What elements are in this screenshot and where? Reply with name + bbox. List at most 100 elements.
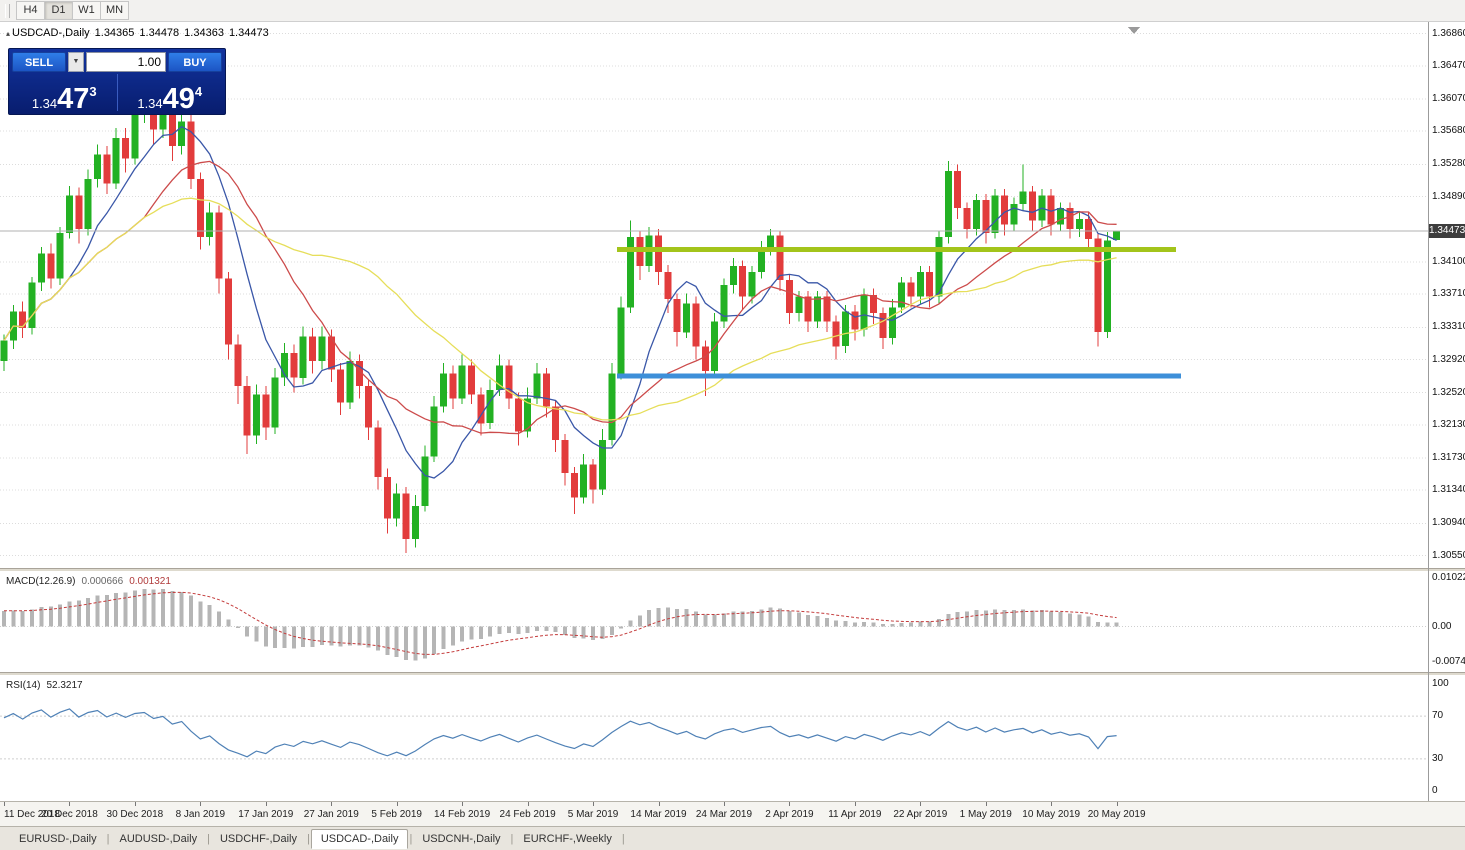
timeframe-button-w1[interactable]: W1: [73, 1, 101, 20]
date-axis[interactable]: 11 Dec 2018 20 Dec 2018 30 Dec 2018 8 Jan 2…: [0, 801, 1465, 826]
date-label: 14 Feb 2019: [434, 809, 491, 820]
date-tick: [658, 802, 660, 806]
moving-average-34: [3, 197, 1117, 421]
rsi-line: [3, 708, 1117, 758]
date-tick: [723, 802, 725, 806]
rsi-chart-canvas[interactable]: [0, 676, 1428, 801]
date-tick: [593, 802, 595, 806]
current-price-badge: 1.34473: [1429, 224, 1465, 239]
date-label: 20 Dec 2018: [41, 809, 98, 820]
timeframe-toolbar: H4 D1 W1 MN: [0, 0, 1465, 22]
buy-price-big: 49: [162, 83, 195, 115]
timeframe-button-d1[interactable]: D1: [45, 1, 73, 20]
volume-input[interactable]: [86, 52, 166, 72]
price-tick-label: 1.36070: [1432, 92, 1465, 104]
chart-tab-eurchf[interactable]: EURCHF-,Weekly: [523, 832, 612, 845]
timeframe-buttons: H4 D1 W1 MN: [16, 1, 129, 20]
rsi-value: 52.3217: [46, 680, 83, 691]
price-tick-label: 1.32520: [1432, 386, 1465, 398]
tab-divider: |: [621, 832, 625, 845]
date-label: 30 Dec 2018: [106, 809, 164, 820]
one-click-trading-widget: SELL ▼ BUY 1.34473 1.34494: [8, 48, 226, 115]
date-label: 5 Mar 2019: [567, 809, 619, 820]
chart-tab-audusd[interactable]: AUDUSD-,Daily: [119, 832, 198, 845]
buy-price-base: 1.34: [137, 96, 163, 111]
date-tick: [331, 802, 333, 806]
price-tick-label: 1.35280: [1432, 158, 1465, 170]
buy-price-button[interactable]: 1.34494: [118, 74, 223, 115]
date-label: 2 Apr 2019: [765, 809, 814, 820]
macd-tick-label: 0.00: [1432, 620, 1452, 632]
sell-price-button[interactable]: 1.34473: [12, 74, 118, 115]
rsi-pane[interactable]: RSI(14) 52.3217 100 70 30 0: [0, 676, 1465, 801]
ohlc-open: 1.34365: [94, 27, 135, 39]
macd-tick-label: 0.010229: [1432, 572, 1465, 583]
trade-prices-row: 1.34473 1.34494: [12, 74, 223, 115]
price-tick-label: 1.32130: [1432, 418, 1465, 430]
macd-label: MACD(12.26.9): [6, 576, 76, 587]
date-tick: [789, 802, 791, 806]
date-tick: [396, 802, 398, 806]
chart-tab-bar: EURUSD-,Daily | AUDUSD-,Daily | USDCHF-,Dail…: [0, 826, 1465, 850]
macd-header: MACD(12.26.9) 0.000666 0.001321: [6, 576, 177, 587]
price-tick-label: 1.32920: [1432, 353, 1465, 365]
sell-button[interactable]: SELL: [12, 52, 66, 72]
chart-ohlc-header: ▴ USDCAD-,Daily 1.34365 1.34478 1.34363 1.344…: [6, 27, 274, 39]
date-tick: [265, 802, 267, 806]
chart-symbol-label: USDCAD-,Daily: [12, 27, 90, 39]
toolbar-drag-handle[interactable]: [5, 3, 10, 18]
macd-histogram: [2, 588, 1119, 661]
date-label: 22 Apr 2019: [893, 809, 948, 820]
tab-divider: |: [510, 832, 514, 845]
pane-splitter[interactable]: [0, 568, 1465, 572]
timeframe-button-h4[interactable]: H4: [16, 1, 45, 20]
chart-tab-eurusd[interactable]: EURUSD-,Daily: [19, 832, 97, 845]
moving-average-16: [3, 160, 1117, 435]
sell-price-sup: 3: [89, 84, 97, 99]
buy-price-sup: 4: [194, 84, 203, 99]
date-tick: [200, 802, 202, 806]
volume-dropdown-button[interactable]: ▼: [68, 52, 84, 72]
pane-splitter[interactable]: [0, 672, 1465, 676]
price-tick-label: 1.36860: [1432, 27, 1465, 39]
price-tick-label: 1.34890: [1432, 190, 1465, 202]
price-chart-canvas[interactable]: [0, 22, 1428, 568]
date-label: 20 May 2019: [1087, 809, 1146, 820]
price-tick-label: 1.33310: [1432, 321, 1465, 333]
price-tick-label: 1.36470: [1432, 59, 1465, 71]
chart-tab-usdcnh[interactable]: USDCNH-,Daily: [422, 832, 501, 845]
chart-shift-icon[interactable]: [1128, 27, 1140, 34]
sell-price-big: 47: [57, 83, 90, 115]
chart-tab-usdcad[interactable]: USDCAD-,Daily: [310, 828, 409, 849]
moving-average-8: [3, 125, 1117, 479]
price-tick-label: 1.31340: [1432, 484, 1465, 496]
macd-signal-value: 0.001321: [129, 576, 171, 587]
date-label: 24 Feb 2019: [499, 809, 556, 820]
trendlines[interactable]: [617, 247, 1181, 379]
macd-signal-line: [3, 591, 1117, 655]
chart-tab-usdchf[interactable]: USDCHF-,Daily: [219, 832, 297, 845]
macd-pane[interactable]: MACD(12.26.9) 0.000666 0.001321 0.010229 0.…: [0, 572, 1465, 672]
date-tick: [920, 802, 922, 806]
rsi-label: RSI(14): [6, 680, 41, 691]
date-label: 10 May 2019: [1022, 809, 1081, 820]
timeframe-button-mn[interactable]: MN: [101, 1, 129, 20]
date-label: 11 Dec 2018: [4, 809, 60, 820]
date-label: 14 Mar 2019: [630, 809, 687, 820]
ohlc-close: 1.34473: [228, 27, 269, 39]
price-tick-label: 1.33710: [1432, 288, 1465, 300]
buy-button[interactable]: BUY: [168, 52, 222, 72]
tab-divider: |: [409, 832, 413, 845]
price-tick-label: 1.34100: [1432, 255, 1465, 267]
macd-main-value: 0.000666: [81, 576, 124, 587]
macd-tick-label: -0.007477: [1432, 656, 1465, 667]
macd-chart-canvas[interactable]: [0, 572, 1428, 672]
date-label: 17 Jan 2019: [238, 809, 294, 820]
date-label: 27 Jan 2019: [303, 809, 359, 820]
tab-divider: |: [306, 832, 310, 845]
chart-collapse-icon[interactable]: ▴: [6, 29, 11, 38]
date-tick: [527, 802, 529, 806]
tab-divider: |: [207, 832, 210, 845]
price-chart-pane[interactable]: ▴ USDCAD-,Daily 1.34365 1.34478 1.34363 1.344…: [0, 22, 1465, 568]
